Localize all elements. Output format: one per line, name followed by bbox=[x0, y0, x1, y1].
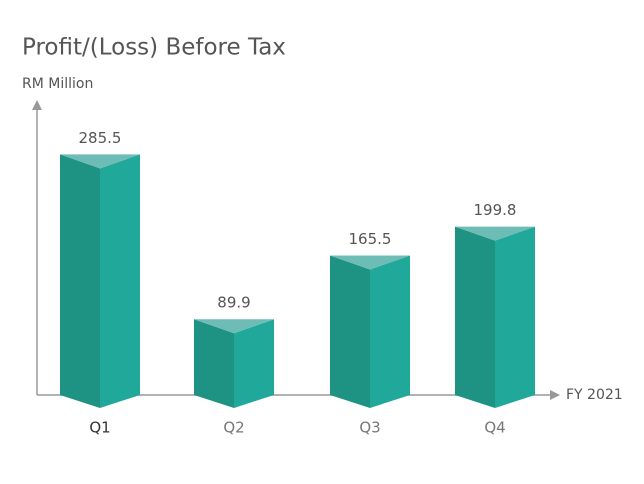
bar-top bbox=[455, 226, 535, 241]
bar-right-face bbox=[495, 226, 535, 408]
y-axis-arrow bbox=[32, 100, 42, 110]
value-label: 165.5 bbox=[349, 230, 392, 248]
bar-right-face bbox=[234, 319, 274, 408]
bar-top bbox=[330, 255, 410, 270]
bar-left-face bbox=[455, 226, 495, 408]
x-tick-label: Q1 bbox=[89, 419, 110, 437]
bar-right-face bbox=[370, 255, 410, 408]
bar bbox=[194, 319, 274, 408]
bar bbox=[455, 226, 535, 408]
x-tick-label: Q3 bbox=[359, 419, 380, 437]
x-axis-label: FY 2021 bbox=[566, 387, 623, 403]
bar-left-face bbox=[60, 154, 100, 408]
bar-left-face bbox=[194, 319, 234, 408]
chart-title: Profit/(Loss) Before Tax bbox=[22, 35, 286, 61]
bar-top bbox=[60, 154, 140, 169]
bar-left-face bbox=[330, 255, 370, 408]
bar bbox=[330, 255, 410, 408]
x-tick-label: Q4 bbox=[484, 419, 505, 437]
x-axis-arrow bbox=[550, 390, 560, 400]
y-axis-label: RM Million bbox=[22, 76, 93, 92]
bar bbox=[60, 154, 140, 408]
value-label: 89.9 bbox=[217, 294, 250, 312]
bar-top bbox=[194, 319, 274, 334]
value-label: 199.8 bbox=[474, 201, 517, 219]
x-tick-label: Q2 bbox=[223, 419, 244, 437]
value-label: 285.5 bbox=[79, 129, 122, 147]
bar-right-face bbox=[100, 154, 140, 408]
